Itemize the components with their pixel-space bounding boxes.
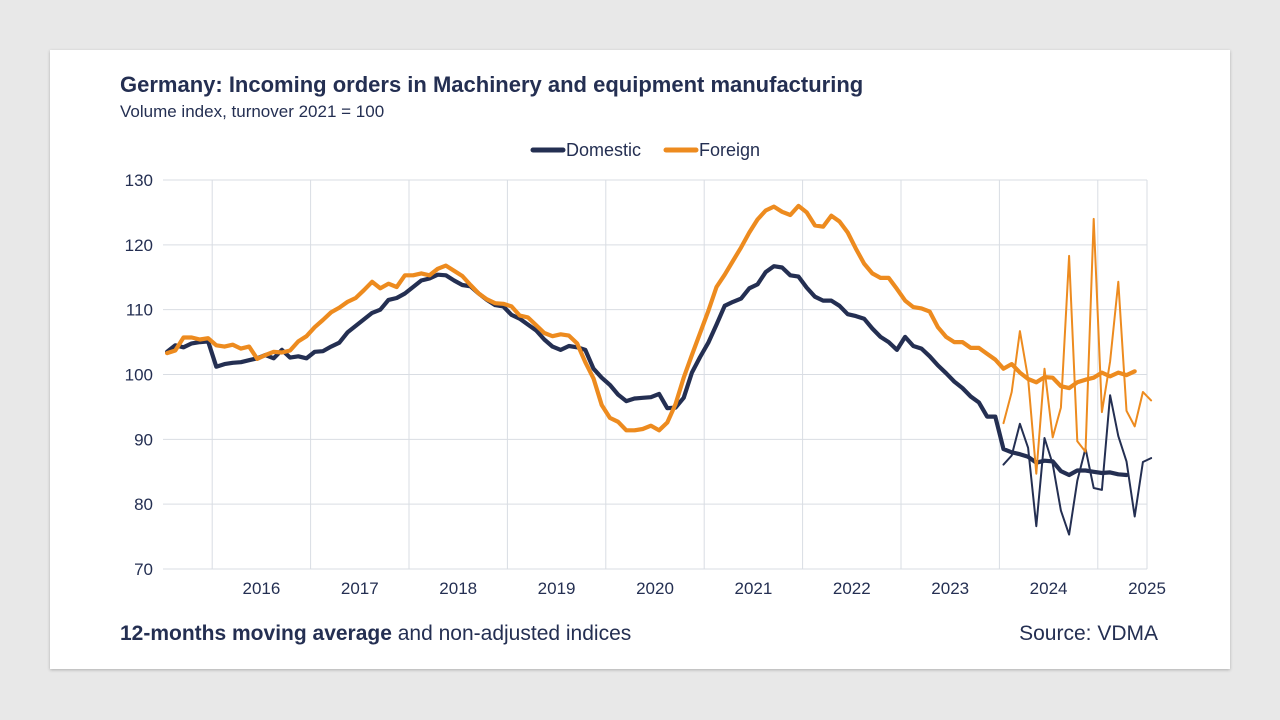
y-tick-label: 80 bbox=[134, 495, 153, 514]
series-line-foreign-non-adjusted bbox=[1002, 217, 1153, 475]
source-note: Source: VDMA bbox=[1019, 622, 1158, 645]
x-tick-label: 2025 bbox=[1128, 579, 1166, 598]
chart-card: Germany: Incoming orders in Machinery an… bbox=[50, 50, 1230, 669]
y-tick-label: 70 bbox=[134, 560, 153, 579]
x-tick-label: 2023 bbox=[931, 579, 969, 598]
series-line-domestic-moving-average bbox=[165, 264, 1129, 478]
legend-label-domestic: Domestic bbox=[566, 140, 641, 160]
y-tick-label: 110 bbox=[126, 301, 153, 320]
footer-note-bold: 12-months moving average bbox=[120, 622, 392, 645]
footer-note-rest: and non-adjusted indices bbox=[391, 622, 632, 645]
line-chart: 70 80 90 100 110 120 130 2016 2017 2018 2019 2020 20… bbox=[125, 140, 1166, 598]
x-tick-label: 2019 bbox=[538, 579, 576, 598]
x-tick-label: 2021 bbox=[734, 579, 772, 598]
x-tick-label: 2022 bbox=[833, 579, 871, 598]
legend-label-foreign: Foreign bbox=[699, 140, 760, 160]
chart-title: Germany: Incoming orders in Machinery an… bbox=[120, 72, 864, 97]
y-tick-label: 120 bbox=[125, 236, 153, 255]
y-tick-label: 130 bbox=[125, 171, 153, 190]
y-tick-label: 90 bbox=[134, 430, 153, 449]
chart-subtitle: Volume index, turnover 2021 = 100 bbox=[120, 102, 385, 121]
y-tick-label: 100 bbox=[125, 366, 153, 385]
x-tick-label: 2018 bbox=[439, 579, 477, 598]
x-tick-label: 2020 bbox=[636, 579, 674, 598]
x-tick-label: 2017 bbox=[341, 579, 379, 598]
footer-note: 12-months moving average and non-adjuste… bbox=[120, 622, 631, 646]
x-tick-label: 2024 bbox=[1030, 579, 1068, 598]
x-tick-label: 2016 bbox=[242, 579, 280, 598]
